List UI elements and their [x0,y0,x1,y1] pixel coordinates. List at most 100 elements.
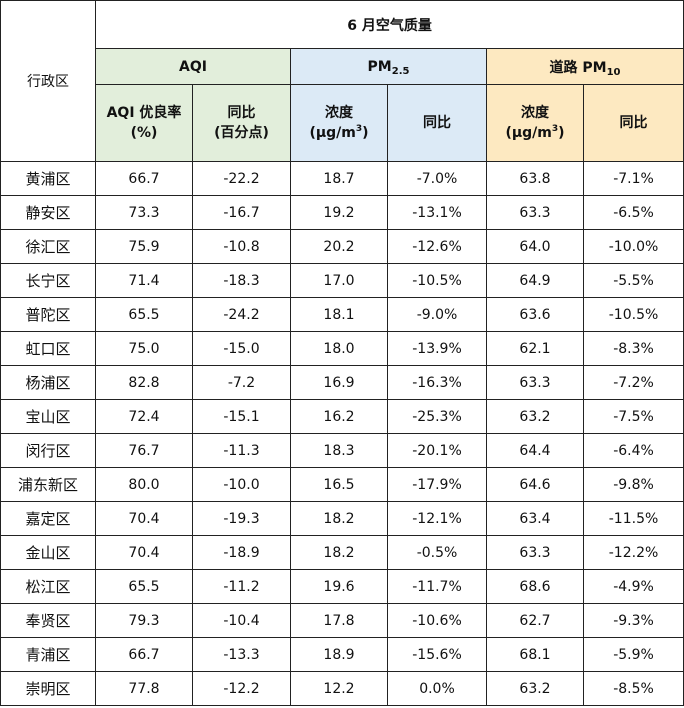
aqi-yoy-cell: -11.2 [192,569,291,604]
pm10-concentration-cell: 64.4 [486,433,584,468]
table-body: 黄浦区 66.7 -22.2 18.7 -7.0% 63.8 -7.1% 静安区 73.3 -16… [0,161,684,706]
district-name: 松江区 [0,569,96,604]
aqi-rate-cell: 79.3 [95,603,193,638]
pm25-concentration-cell: 17.0 [290,263,388,298]
aqi-yoy-cell: -10.8 [192,229,291,264]
pm25-concentration-cell: 16.9 [290,365,388,400]
pm25-concentration-cell: 17.8 [290,603,388,638]
pm25-concentration-cell: 18.3 [290,433,388,468]
pm25-yoy-cell: 0.0% [387,671,487,706]
district-name: 黄浦区 [0,161,96,196]
aqi-yoy-cell: -12.2 [192,671,291,706]
pm10-yoy-cell: -4.9% [582,569,684,604]
pm10-group-header: 道路 PM10 [485,48,684,85]
aqi-rate-cell: 82.8 [95,365,193,400]
pm10-concentration-cell: 63.3 [486,195,584,230]
aqi-rate-cell: 71.4 [95,263,193,298]
aqi-yoy-cell: -11.3 [192,433,291,468]
aqi-rate-cell: 75.0 [95,331,193,366]
pm10-concentration-cell: 64.6 [486,467,584,502]
pm25-yoy-cell: -0.5% [387,535,487,570]
pm10-concentration-cell: 63.8 [486,161,584,196]
pm25-group-header: PM2.5 [290,48,487,85]
aqi-yoy-cell: -19.3 [192,501,291,536]
pm10-concentration-cell: 62.7 [486,603,584,638]
pm25-yoy-cell: -20.1% [387,433,487,468]
table-title: 6 月空气质量 [94,0,684,49]
pm25-concentration-cell: 20.2 [290,229,388,264]
aqi-rate-cell: 70.4 [95,535,193,570]
pm10-yoy-cell: -8.5% [582,671,684,706]
district-name: 嘉定区 [0,501,96,536]
aqi-yoy-cell: -22.2 [192,161,291,196]
pm25-yoy-cell: -10.5% [387,263,487,298]
district-name: 崇明区 [0,671,96,706]
aqi-rate-cell: 70.4 [95,501,193,536]
pm10-yoy-cell: -12.2% [582,535,684,570]
pm10-concentration-cell: 63.2 [486,399,584,434]
pm10-yoy-cell: -5.5% [582,263,684,298]
table-row: 松江区 65.5 -11.2 19.6 -11.7% 68.6 -4.9% [0,569,684,604]
aqi-yoy-cell: -18.9 [192,535,291,570]
district-name: 宝山区 [0,399,96,434]
district-name: 静安区 [0,195,96,230]
aqi-yoy-cell: -10.4 [192,603,291,638]
pm10-concentration-cell: 64.9 [486,263,584,298]
pm10-yoy-cell: -6.4% [582,433,684,468]
district-name: 徐汇区 [0,229,96,264]
pm10-yoy-header: 同比 [582,84,684,162]
pm25-concentration-cell: 19.2 [290,195,388,230]
pm25-concentration-cell: 18.9 [290,637,388,672]
aqi-yoy-cell: -13.3 [192,637,291,672]
pm25-concentration-cell: 12.2 [290,671,388,706]
pm10-yoy-cell: -6.5% [582,195,684,230]
aqi-yoy-cell: -7.2 [192,365,291,400]
pm25-concentration-cell: 18.7 [290,161,388,196]
pm25-yoy-header: 同比 [387,84,487,162]
pm10-concentration-cell: 63.4 [486,501,584,536]
table-row: 普陀区 65.5 -24.2 18.1 -9.0% 63.6 -10.5% [0,297,684,332]
aqi-rate-cell: 77.8 [95,671,193,706]
table-row: 嘉定区 70.4 -19.3 18.2 -12.1% 63.4 -11.5% [0,501,684,536]
pm25-yoy-cell: -16.3% [387,365,487,400]
district-name: 奉贤区 [0,603,96,638]
aqi-yoy-cell: -15.1 [192,399,291,434]
pm25-concentration-cell: 19.6 [290,569,388,604]
pm10-concentration-cell: 63.3 [486,535,584,570]
table-row: 奉贤区 79.3 -10.4 17.8 -10.6% 62.7 -9.3% [0,603,684,638]
pm25-concentration-cell: 18.2 [290,501,388,536]
pm10-yoy-cell: -9.8% [582,467,684,502]
district-name: 虹口区 [0,331,96,366]
pm25-concentration-cell: 18.0 [290,331,388,366]
pm10-concentration-cell: 68.1 [486,637,584,672]
table-row: 金山区 70.4 -18.9 18.2 -0.5% 63.3 -12.2% [0,535,684,570]
district-name: 青浦区 [0,637,96,672]
table-row: 虹口区 75.0 -15.0 18.0 -13.9% 62.1 -8.3% [0,331,684,366]
table-row: 徐汇区 75.9 -10.8 20.2 -12.6% 64.0 -10.0% [0,229,684,264]
district-name: 长宁区 [0,263,96,298]
table-row: 浦东新区 80.0 -10.0 16.5 -17.9% 64.6 -9.8% [0,467,684,502]
aqi-yoy-header: 同比 (百分点) [192,84,291,162]
aqi-rate-cell: 76.7 [95,433,193,468]
pm10-concentration-cell: 63.2 [486,671,584,706]
aqi-rate-header: AQI 优良率 (%) [95,84,193,162]
pm10-concentration-cell: 63.6 [486,297,584,332]
table-row: 宝山区 72.4 -15.1 16.2 -25.3% 63.2 -7.5% [0,399,684,434]
district-name: 浦东新区 [0,467,96,502]
pm25-concentration-header: 浓度 (μg/m3) [290,84,388,162]
table-row: 黄浦区 66.7 -22.2 18.7 -7.0% 63.8 -7.1% [0,161,684,196]
pm25-yoy-cell: -7.0% [387,161,487,196]
pm10-yoy-cell: -5.9% [582,637,684,672]
aqi-rate-cell: 66.7 [95,161,193,196]
aqi-rate-cell: 65.5 [95,569,193,604]
aqi-rate-cell: 80.0 [95,467,193,502]
district-name: 普陀区 [0,297,96,332]
aqi-rate-cell: 65.5 [95,297,193,332]
pm10-concentration-cell: 63.3 [486,365,584,400]
aqi-rate-cell: 66.7 [95,637,193,672]
aqi-rate-cell: 72.4 [95,399,193,434]
pm10-concentration-header: 浓度 (μg/m3) [486,84,584,162]
pm10-yoy-cell: -10.5% [582,297,684,332]
district-name: 金山区 [0,535,96,570]
